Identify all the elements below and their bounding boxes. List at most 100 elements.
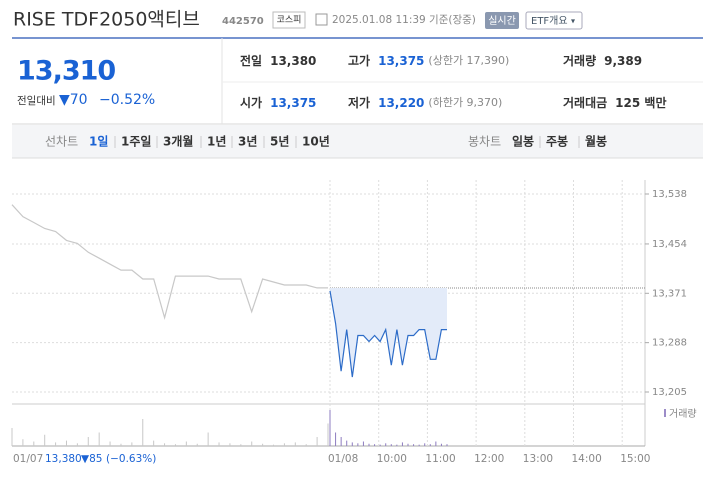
volume-bar — [446, 444, 448, 446]
x-tick-label: 14:00 — [572, 453, 602, 465]
volume-bar — [22, 439, 24, 446]
volume-bar — [440, 443, 442, 446]
change: ▼70 — [59, 92, 88, 108]
volume-bar — [346, 440, 348, 446]
volume-bar — [185, 441, 187, 446]
stat: 거래대금 125 백만 — [563, 95, 666, 110]
x-tick-label: 15:00 — [620, 453, 650, 465]
volume-bar — [368, 443, 370, 446]
market: 코스피 — [277, 15, 302, 26]
area — [330, 287, 447, 378]
line-chart-label: 선차트 — [45, 135, 78, 149]
volume-bar — [329, 410, 331, 446]
change-rate: −0.52% — [99, 92, 155, 108]
etf-label[interactable]: ETF개요 — [531, 15, 568, 27]
volume-bar — [240, 444, 242, 446]
price-line — [329, 290, 447, 378]
volume-bar — [335, 432, 337, 446]
volume-legend-swatch — [664, 409, 666, 417]
x-tick-label: 01/08 — [328, 453, 358, 465]
stat: 전일 13,380 — [240, 53, 316, 68]
volume-bar — [357, 443, 359, 446]
x-tick-label: 10:00 — [377, 453, 407, 465]
volume-bar — [374, 444, 376, 446]
footer-date: 01/07 — [13, 453, 43, 465]
volume-bar — [407, 443, 409, 446]
candle-tab[interactable]: 월봉 — [585, 134, 607, 149]
stat-value: 13,220 — [378, 96, 424, 110]
period-tab[interactable]: 1주일 — [121, 135, 151, 149]
stat-value: 13,375 — [270, 96, 316, 110]
stat-label: 저가 — [348, 95, 370, 110]
y-tick-label: 13,371 — [652, 288, 687, 299]
current-price: 13,310 — [17, 56, 115, 87]
volume-bar — [44, 434, 46, 446]
volume-bar — [327, 423, 329, 446]
volume-bar — [153, 440, 155, 446]
calendar-icon — [315, 13, 328, 26]
volume-bar — [316, 437, 318, 446]
volume-bar — [283, 443, 285, 446]
stat-label: 시가 — [240, 95, 262, 110]
y-tick-label: 13,288 — [652, 338, 687, 349]
stat-label: 전일 — [240, 53, 262, 68]
plot: 13,538 13,454 13,371 13,288 13,205 01/08 10:00… — [11, 180, 687, 465]
realtime-label[interactable]: 실시간 — [488, 15, 516, 27]
volume-bar — [418, 444, 420, 446]
volume-bar — [76, 443, 78, 446]
stat-label: 거래대금 — [563, 95, 607, 110]
period-tab[interactable]: 1년 — [207, 135, 226, 149]
stat-label: 고가 — [348, 53, 370, 68]
period-tab[interactable]: 10년 — [302, 135, 330, 149]
volume-bar — [251, 441, 253, 446]
volume-bar — [87, 437, 89, 446]
tabs: 1일 1주일 3개월 1년 3년 5년 10년 일봉 주봉 월봉 — [89, 134, 607, 149]
volume-bar — [218, 442, 220, 446]
x-tick-label: 12:00 — [474, 453, 504, 465]
stat: 거래량 9,389 — [563, 53, 642, 68]
volume-bar — [142, 419, 144, 446]
realtime-button[interactable] — [485, 12, 519, 29]
volume-bar — [385, 443, 387, 446]
volume-bar — [305, 444, 307, 446]
stats: 전일 13,380 고가 13,375 (상한가 17,390) 거래량 9,389 시가 13… — [240, 53, 666, 110]
candle-tab[interactable]: 주봉 — [546, 135, 568, 149]
volume-bar — [131, 442, 133, 446]
period-tab[interactable]: 3년 — [238, 135, 257, 149]
candle-tab[interactable]: 일봉 — [512, 135, 534, 149]
volume-bar — [55, 442, 57, 446]
volume-bar — [229, 443, 231, 446]
stat-label: 거래량 — [563, 53, 596, 68]
volume-bar — [262, 443, 264, 446]
volume-bar — [120, 443, 122, 446]
code: 442570 — [222, 16, 264, 27]
volume-bar — [429, 444, 431, 446]
volume-bar — [294, 442, 296, 446]
volume-label: 거래량 — [669, 408, 697, 420]
footer-change: ▼85 — [81, 453, 102, 465]
period-tab[interactable]: 5년 — [270, 135, 289, 149]
volume-bar — [379, 444, 381, 446]
volume-bar — [390, 444, 392, 446]
volume-bar — [424, 443, 426, 446]
volume-bar — [396, 444, 398, 446]
volume-bar — [98, 432, 100, 446]
period-tab[interactable]: 3개월 — [163, 134, 193, 149]
period-tab[interactable]: 1일 — [89, 135, 108, 149]
etf-button[interactable] — [525, 11, 583, 30]
volume-bar — [413, 444, 415, 446]
price-line — [11, 204, 328, 320]
volume-bar — [196, 443, 198, 446]
stat-note: (하한가 9,370) — [428, 95, 502, 109]
volume-bar — [207, 432, 209, 446]
stat-note: (상한가 17,390) — [428, 54, 509, 67]
y-tick-label: 13,454 — [652, 239, 687, 250]
market-badge — [272, 11, 306, 29]
dropdown-arrow: ▾ — [571, 17, 575, 26]
candle-chart-label: 봉차트 — [468, 135, 501, 149]
stat-value: 9,389 — [604, 54, 642, 68]
volume-bar — [11, 428, 13, 446]
volume-bar — [435, 441, 437, 446]
